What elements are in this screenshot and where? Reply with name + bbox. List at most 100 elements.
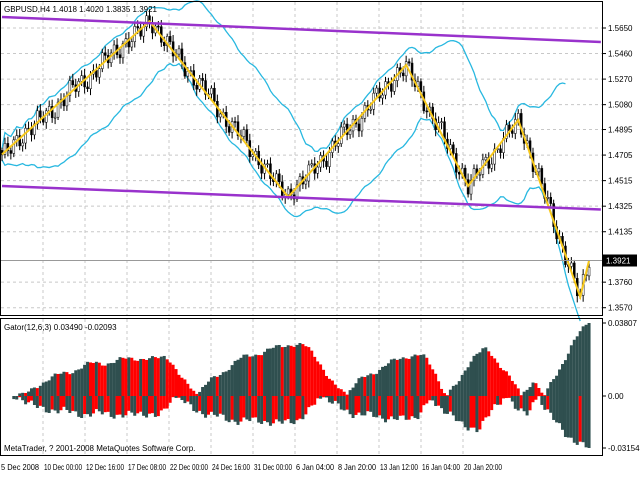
gator-bar-upper [254, 354, 258, 396]
gator-bar-upper [301, 344, 305, 396]
gator-bar-upper [277, 344, 281, 396]
gator-bar-lower [80, 396, 84, 418]
gator-bar-upper [263, 351, 267, 396]
x-tick-label: 13 Jan 12:00 [380, 463, 418, 472]
gator-bar-lower [242, 396, 246, 418]
candle-body [505, 124, 508, 139]
gator-bar-lower [212, 396, 216, 415]
candle-body [104, 52, 107, 56]
gator-bar-lower [546, 396, 550, 410]
gator-bar-upper [555, 375, 559, 396]
gator-bar-lower [21, 396, 25, 401]
candle-body [410, 62, 414, 81]
gator-bar-upper [499, 367, 503, 396]
gator-bar-upper [434, 373, 438, 396]
lower-band [1, 62, 581, 322]
gator-bar-upper [106, 363, 110, 396]
gator-bar-lower [263, 396, 267, 421]
gator-bar-lower [440, 396, 444, 409]
gator-bar-upper [189, 388, 193, 396]
gator-bar-upper [221, 372, 225, 396]
gator-bar-lower [345, 396, 349, 410]
gator-bar-upper [493, 358, 497, 396]
gator-bar-upper [407, 358, 411, 396]
gator-bar-lower [245, 396, 249, 420]
gator-bar-upper [168, 362, 172, 396]
gator-bar-upper [198, 391, 202, 396]
gator-bar-upper [504, 371, 508, 396]
gator-bar-upper [209, 377, 213, 396]
gator-bar-lower [581, 396, 585, 443]
gator-bar-upper [271, 347, 275, 396]
gator-bar-upper [531, 382, 535, 396]
gator-bar-upper [153, 357, 157, 396]
gator-bar-upper [195, 393, 199, 396]
gator-y-tick-label: 0.03807 [608, 319, 637, 328]
gator-bar-lower [183, 396, 187, 404]
gator-bar-lower [395, 396, 399, 420]
gator-bar-lower [171, 396, 175, 398]
gator-bar-upper [351, 387, 355, 396]
gator-bar-lower [510, 396, 514, 402]
gator-bar-upper [283, 346, 287, 396]
gator-bar-upper [145, 359, 149, 396]
candle-body [425, 110, 429, 113]
candle-body [472, 168, 476, 181]
gator-bar-upper [24, 392, 28, 396]
candle-body [540, 168, 544, 184]
gator-bar-lower [575, 396, 579, 445]
gator-bar-lower [496, 396, 500, 405]
price-panel-frame [0, 1, 603, 316]
gator-bar-lower [289, 396, 293, 424]
y-tick-label: 1.4515 [608, 177, 633, 186]
gator-bar-lower [522, 396, 526, 412]
candle-body [278, 173, 281, 183]
gator-bar-lower [354, 396, 358, 415]
candle-body [342, 123, 346, 128]
gator-bar-upper [236, 359, 240, 396]
gator-bar-upper [148, 358, 151, 396]
gator-bar-upper [389, 359, 393, 396]
gator-bar-lower [204, 396, 208, 418]
gator-bar-upper [416, 355, 420, 396]
channel-lines [1, 15, 601, 211]
candle-body [163, 42, 166, 47]
gator-bar-lower [112, 396, 116, 419]
gator-bar-lower [342, 396, 346, 411]
gator-bar-lower [174, 396, 178, 398]
gator-bar-lower [121, 396, 125, 418]
gator-bar-lower [422, 396, 426, 406]
gator-bar-upper [584, 324, 588, 396]
candle-body [118, 54, 122, 59]
gator-bar-lower [286, 396, 290, 419]
upper-band [1, 0, 566, 153]
candle-body [130, 41, 134, 48]
gator-bar-upper [519, 395, 523, 396]
y-tick-label: 1.4705 [608, 151, 633, 160]
gator-bar-lower [336, 396, 340, 404]
gator-bar-upper [460, 374, 464, 396]
gator-bar-lower [569, 396, 573, 438]
gator-bar-upper [201, 387, 205, 396]
gator-bar-upper [398, 358, 402, 396]
candle-body [449, 144, 452, 150]
gator-bar-upper [578, 331, 582, 396]
gator-bar-upper [215, 376, 219, 396]
candle-body [204, 80, 207, 95]
gator-bar-upper [587, 323, 591, 396]
gator-bar-lower [271, 396, 275, 424]
candle-body [3, 143, 7, 155]
gator-bar-upper [260, 355, 264, 396]
gator-y-tick-label: -0.03154 [608, 444, 640, 453]
gator-bar-upper [428, 364, 432, 396]
channel-upper-line [1, 15, 601, 44]
gator-bar-upper [268, 348, 272, 396]
gator-bar-upper [581, 326, 585, 396]
gator-bar-lower [47, 396, 51, 413]
gator-bar-lower [304, 396, 308, 415]
channel-lower-line [1, 184, 601, 211]
gator-bar-lower [136, 396, 140, 414]
gator-bar-lower [207, 396, 210, 415]
